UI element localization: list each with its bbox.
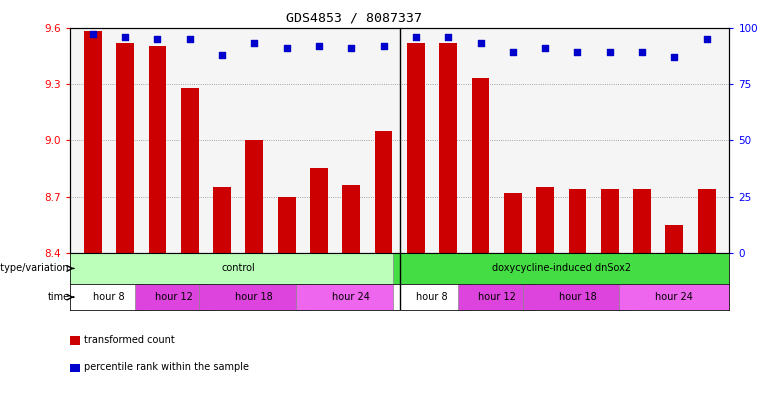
Bar <box>70 284 147 310</box>
Bar <box>181 88 199 253</box>
Bar <box>537 187 554 253</box>
Point <box>539 45 551 51</box>
Point <box>281 45 293 51</box>
Point <box>119 33 131 40</box>
Bar <box>504 193 522 253</box>
Bar <box>619 284 729 310</box>
Text: genotype/variation: genotype/variation <box>0 263 69 274</box>
Bar <box>665 225 683 253</box>
Bar <box>569 189 587 253</box>
Bar <box>633 189 651 253</box>
Bar <box>213 187 231 253</box>
Bar <box>458 284 535 310</box>
Bar <box>523 284 633 310</box>
Bar <box>439 42 457 253</box>
Bar <box>393 253 729 284</box>
Point <box>216 51 229 58</box>
Bar <box>698 189 715 253</box>
Point <box>313 42 325 49</box>
Point <box>345 45 357 51</box>
Point <box>668 54 681 60</box>
Bar <box>342 185 360 253</box>
Point <box>571 49 583 55</box>
Bar <box>310 169 328 253</box>
Text: transformed count: transformed count <box>84 335 175 345</box>
Bar <box>84 31 101 253</box>
Point <box>636 49 648 55</box>
Title: GDS4853 / 8087337: GDS4853 / 8087337 <box>285 12 422 25</box>
Text: hour 12: hour 12 <box>154 292 193 302</box>
Text: hour 24: hour 24 <box>332 292 370 302</box>
Bar <box>296 284 406 310</box>
Bar <box>374 131 392 253</box>
Bar <box>135 284 212 310</box>
Bar <box>278 196 296 253</box>
Point <box>474 40 487 46</box>
Point <box>183 36 196 42</box>
Text: hour 24: hour 24 <box>655 292 693 302</box>
Text: hour 12: hour 12 <box>477 292 516 302</box>
Text: doxycycline-induced dnSox2: doxycycline-induced dnSox2 <box>491 263 631 274</box>
Bar <box>601 189 619 253</box>
Bar <box>246 140 263 253</box>
Point <box>604 49 616 55</box>
Bar <box>472 78 489 253</box>
Point <box>700 36 713 42</box>
Text: hour 8: hour 8 <box>93 292 125 302</box>
Bar <box>116 42 134 253</box>
Bar <box>393 284 471 310</box>
Point <box>410 33 422 40</box>
Text: time: time <box>48 292 69 302</box>
Text: percentile rank within the sample: percentile rank within the sample <box>84 362 250 373</box>
Text: hour 18: hour 18 <box>558 292 597 302</box>
Text: hour 8: hour 8 <box>417 292 448 302</box>
Point <box>248 40 261 46</box>
Text: hour 18: hour 18 <box>236 292 273 302</box>
Point <box>151 36 164 42</box>
Point <box>378 42 390 49</box>
Bar <box>200 284 310 310</box>
Point <box>442 33 455 40</box>
Point <box>87 31 99 37</box>
Text: control: control <box>222 263 255 274</box>
Bar <box>148 46 166 253</box>
Point <box>506 49 519 55</box>
Bar <box>70 253 406 284</box>
Bar <box>407 42 425 253</box>
